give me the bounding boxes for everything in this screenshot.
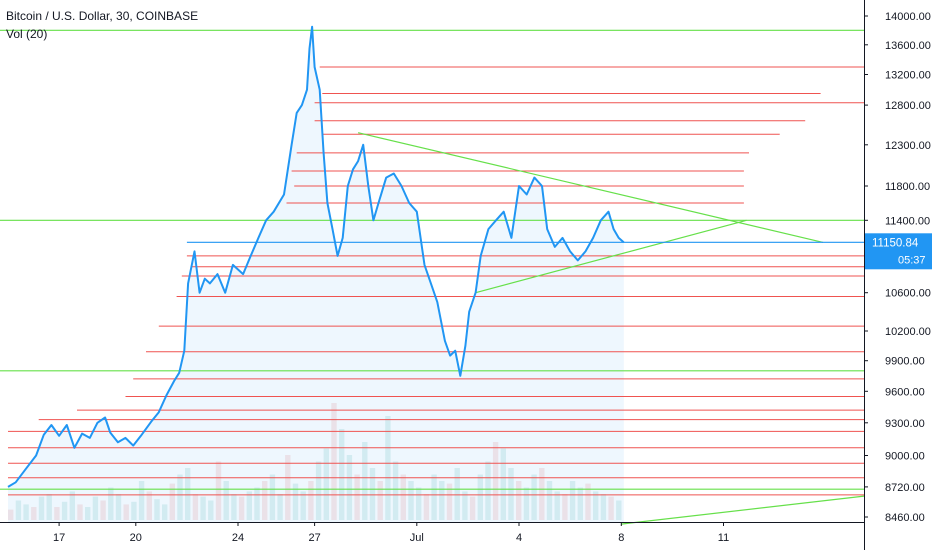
y-tick-label: 12300.00 (885, 140, 931, 152)
y-tick-label: 8460.00 (885, 512, 925, 524)
trendline (357, 132, 824, 243)
candle-countdown: 05:37 (898, 254, 926, 266)
y-tick-label: 10600.00 (885, 288, 931, 300)
y-tick-label: 8720.00 (885, 482, 925, 494)
y-tick-label: 13600.00 (885, 40, 931, 52)
trendline (621, 495, 865, 525)
price-axis-background (864, 0, 932, 550)
x-tick-label: 17 (53, 532, 65, 544)
x-tick-label: 4 (516, 532, 522, 544)
price-area-fill (8, 26, 624, 522)
y-tick-label: 9600.00 (885, 386, 925, 398)
x-tick-label: 27 (308, 532, 320, 544)
y-tick-label: 9900.00 (885, 356, 925, 368)
last-price-badge-value: 11150.84 (872, 237, 919, 249)
x-tick-label: 8 (618, 532, 624, 544)
last-price-badge (865, 233, 932, 270)
y-tick-label: 12800.00 (885, 100, 931, 112)
volume-indicator-label[interactable]: Vol (20) (6, 27, 48, 41)
y-tick-label: 13200.00 (885, 70, 931, 82)
y-tick-label: 10200.00 (885, 326, 931, 338)
symbol-title: Bitcoin / U.S. Dollar, 30, COINBASE (6, 9, 199, 23)
x-tick-label: 11 (718, 532, 729, 544)
y-tick-label: 11800.00 (885, 181, 930, 193)
y-tick-label: 9300.00 (885, 418, 925, 430)
x-tick-label: 20 (130, 532, 142, 544)
y-tick-label: 14000.00 (885, 11, 931, 23)
y-tick-label: 11400.00 (885, 215, 930, 227)
x-tick-label: 24 (232, 532, 244, 544)
trendline (475, 219, 747, 294)
y-tick-label: 9000.00 (885, 451, 925, 463)
x-tick-label: Jul (410, 532, 424, 544)
price-line (7, 25, 625, 488)
